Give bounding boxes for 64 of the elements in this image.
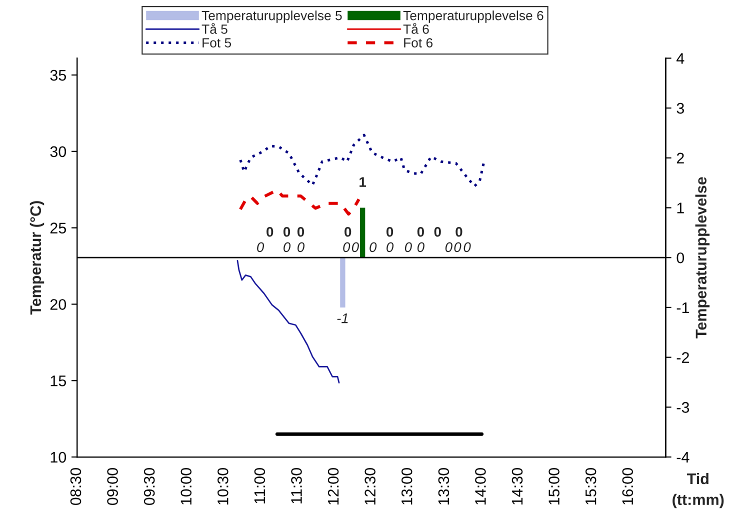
data-label: 0 <box>386 226 394 237</box>
y2-tick-label: -4 <box>676 452 690 463</box>
y2-tick-label: 3 <box>676 102 684 114</box>
data-label: 0 <box>344 226 352 237</box>
legend-label: Temperaturupplevelse 6 <box>403 10 544 23</box>
data-label: 0 <box>404 242 412 252</box>
legend-label: Fot 5 <box>202 38 232 48</box>
data-label: 0 <box>434 226 441 237</box>
y-tick-label: 35 <box>50 70 66 81</box>
x-tick-label: 15:30 <box>585 468 596 504</box>
x-tick-label: 13:30 <box>438 468 450 504</box>
data-label: 0 <box>454 242 462 252</box>
data-label: 0 <box>284 242 291 252</box>
data-label: 0 <box>417 242 424 252</box>
x-tick-label: 15:00 <box>548 468 560 504</box>
line-series <box>239 134 486 188</box>
y-tick-label: 15 <box>50 376 66 386</box>
data-label: 0 <box>464 242 471 252</box>
data-label: 0 <box>386 242 394 252</box>
data-label: -1 <box>337 314 348 324</box>
data-label: 0 <box>417 226 424 237</box>
x-tick-label: 10:00 <box>180 468 192 504</box>
x-tick-label: 13:00 <box>401 468 412 504</box>
data-label: 1 <box>360 177 366 187</box>
data-label: 0 <box>370 242 377 252</box>
x-tick-label: 14:00 <box>475 468 486 504</box>
data-label: 0 <box>266 226 274 237</box>
y-tick-label: 20 <box>50 299 66 310</box>
line-series <box>238 188 360 216</box>
data-label: 0 <box>298 242 305 252</box>
data-label: 0 <box>283 226 290 237</box>
y2-tick-label: -1 <box>676 302 689 313</box>
legend-label: Tå 6 <box>403 23 429 34</box>
y2-tick-label: 2 <box>676 152 684 164</box>
x-tick-label: 12:30 <box>364 468 376 504</box>
x-tick-label: 09:00 <box>107 468 118 506</box>
y2-tick-label: 0 <box>676 252 684 264</box>
x-tick-label: 14:30 <box>512 468 523 504</box>
data-label: 0 <box>297 226 304 237</box>
x-tick-label: 12:00 <box>328 468 339 504</box>
x-tick-label: 09:30 <box>144 468 155 506</box>
data-label: 0 <box>257 242 264 252</box>
y-axis-title: Temperatur (°C) <box>30 201 44 315</box>
y2-tick-label: 4 <box>676 53 684 64</box>
y2-tick-label: -3 <box>676 402 690 413</box>
x-tick-label: 11:30 <box>291 468 302 504</box>
y2-tick-label: 1 <box>677 202 684 214</box>
y2-tick-label: -2 <box>676 352 689 363</box>
legend-label: Temperaturupplevelse 5 <box>202 10 342 23</box>
data-label: 0 <box>352 242 359 252</box>
x-tick-label: 16:00 <box>622 468 634 504</box>
x-tick-label: 11:00 <box>254 468 266 504</box>
x-tick-label: 10:30 <box>218 468 228 504</box>
legend-label: Tå 5 <box>202 23 228 34</box>
data-label: 0 <box>343 242 350 252</box>
data-label: 0 <box>456 226 462 237</box>
y-tick-label: 10 <box>50 452 66 463</box>
y-tick-label: 30 <box>50 146 66 158</box>
y-tick-label: 25 <box>50 222 66 234</box>
x-axis-title: Tid (tt:mm) <box>672 472 724 508</box>
data-label: 0 <box>445 242 452 252</box>
y2-axis-title: Temperaturupplevelse <box>695 177 710 338</box>
legend-label: Fot 6 <box>404 38 433 48</box>
x-tick-label: 08:30 <box>70 468 82 506</box>
